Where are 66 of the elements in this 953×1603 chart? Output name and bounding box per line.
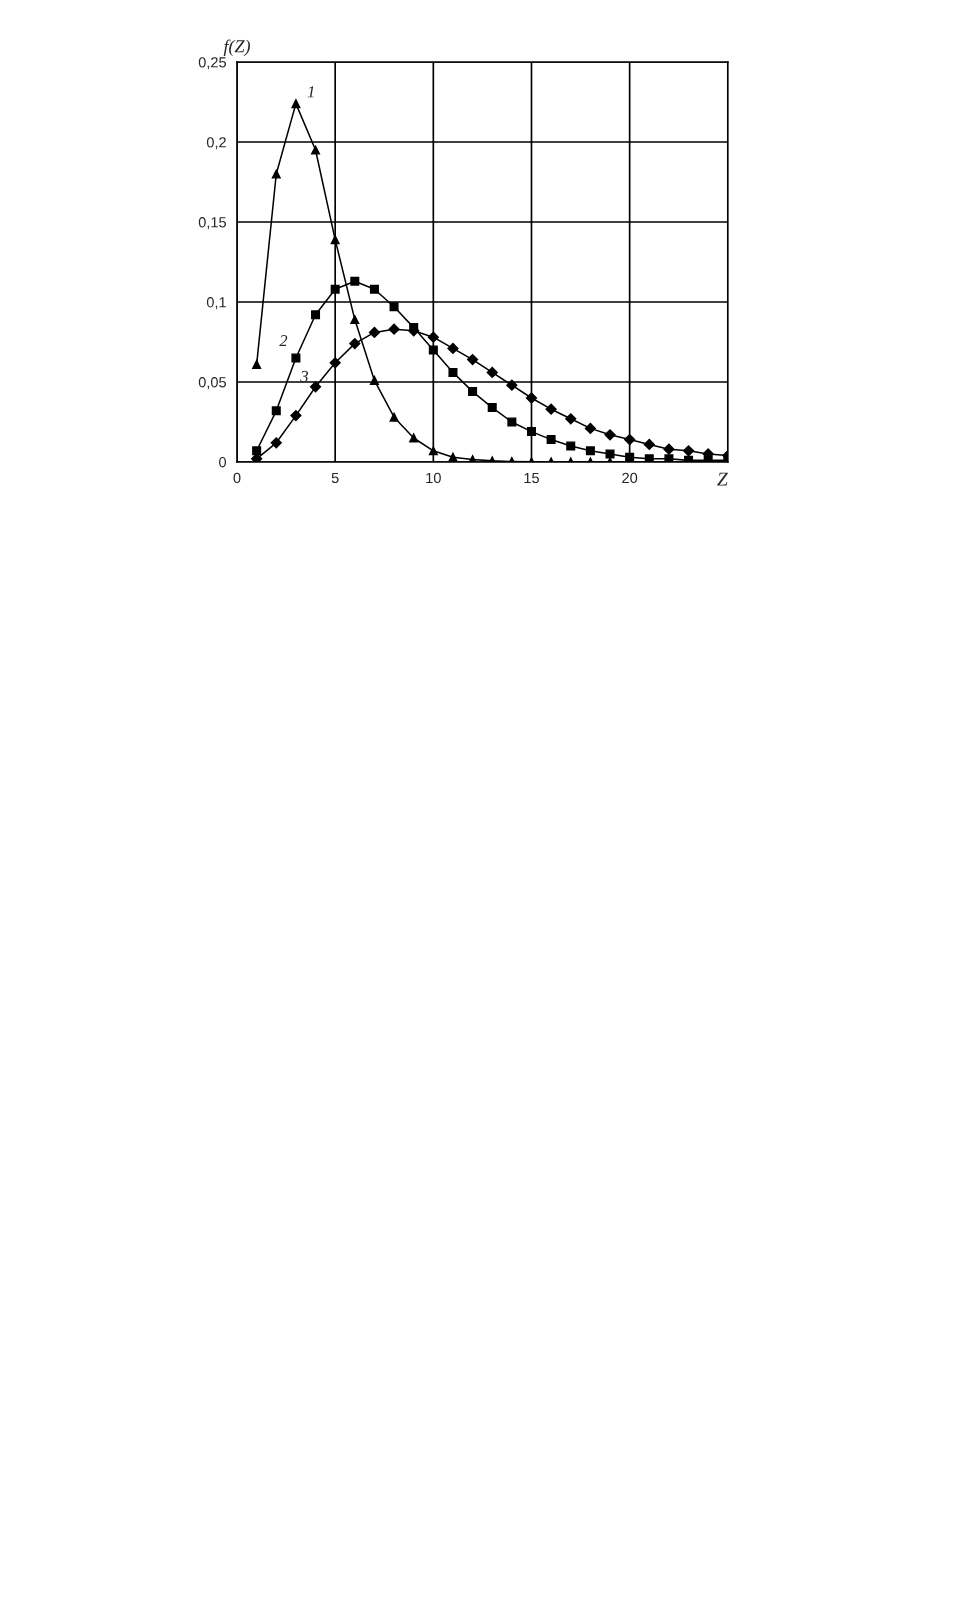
point — [643, 438, 655, 450]
point — [330, 235, 340, 245]
point — [565, 413, 577, 425]
point — [389, 302, 399, 312]
point — [605, 449, 615, 459]
x-tick-label: 10 — [426, 472, 441, 484]
point — [369, 284, 379, 294]
point — [311, 310, 321, 320]
y-tick-label: 0,1 — [206, 297, 226, 310]
point — [369, 375, 379, 385]
point — [329, 357, 341, 369]
point — [271, 406, 281, 416]
point — [389, 412, 399, 422]
point — [468, 387, 478, 397]
point — [428, 345, 438, 355]
point — [448, 452, 458, 462]
y-tick-label: 0 — [219, 457, 227, 468]
point — [507, 417, 517, 427]
point — [526, 427, 537, 437]
y-tick-label: 0,15 — [198, 217, 226, 230]
y-tick-label: 0,25 — [198, 57, 226, 70]
point — [252, 446, 262, 456]
point — [270, 437, 282, 449]
point — [624, 433, 636, 446]
series-label: 3 — [300, 370, 309, 383]
x-tick-label: 0 — [233, 472, 241, 484]
series-label: 1 — [307, 86, 314, 98]
point — [486, 366, 498, 379]
point — [525, 392, 538, 404]
point — [330, 284, 340, 294]
point — [427, 331, 439, 343]
y-tick-label: 0,2 — [206, 137, 226, 150]
point — [368, 326, 381, 339]
point — [506, 379, 518, 391]
series-label: 2 — [279, 335, 288, 347]
point — [682, 445, 695, 457]
y-axis-title: f(Z) — [223, 39, 250, 57]
point — [487, 403, 497, 413]
point — [566, 441, 576, 451]
point — [350, 276, 360, 286]
point — [545, 403, 557, 415]
y-tick-label: 0,05 — [198, 377, 226, 390]
x-axis-title: Z — [717, 472, 728, 486]
point — [271, 169, 281, 179]
point — [311, 145, 321, 155]
point — [290, 409, 302, 422]
point — [252, 359, 262, 369]
point — [350, 315, 360, 325]
point — [409, 433, 419, 443]
point — [584, 422, 596, 434]
point — [428, 446, 438, 456]
x-tick-label: 20 — [622, 472, 638, 484]
point — [546, 435, 556, 445]
point — [388, 323, 400, 335]
point — [466, 353, 479, 366]
point — [604, 429, 616, 441]
point — [447, 342, 459, 355]
point — [309, 381, 322, 393]
point — [291, 99, 301, 109]
point — [585, 446, 595, 456]
point — [663, 443, 675, 455]
x-tick-label: 5 — [331, 472, 339, 484]
point — [349, 337, 361, 350]
point — [291, 353, 301, 363]
x-tick-label: 15 — [524, 472, 539, 484]
point — [448, 367, 458, 377]
